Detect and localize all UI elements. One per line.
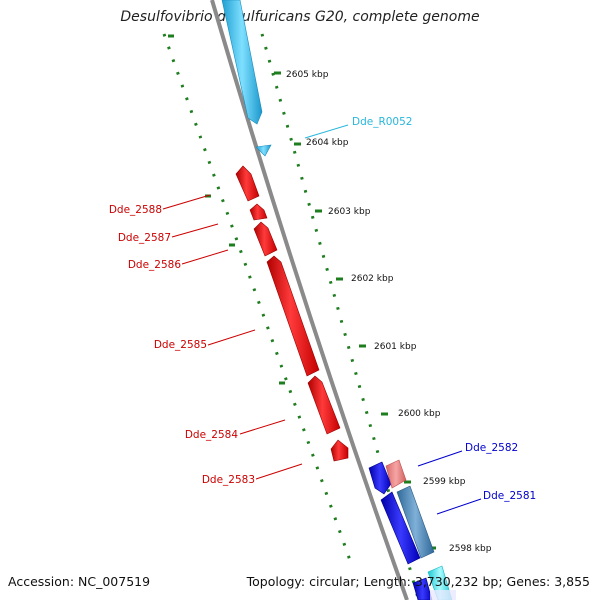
gene-arrow[interactable] — [368, 461, 392, 495]
label-leader-lines — [162, 124, 482, 515]
leader-line — [171, 223, 219, 238]
gene-arrow[interactable] — [221, 0, 263, 125]
gene-arrow[interactable] — [307, 375, 341, 435]
tick-label-2604: 2604 kbp — [306, 138, 349, 148]
gene-label-dde-r0052[interactable]: Dde_R0052 — [352, 116, 412, 128]
leader-line — [239, 419, 286, 435]
tick-label-2605: 2605 kbp — [286, 70, 329, 80]
leader-line — [162, 194, 211, 210]
tick-label-2601: 2601 kbp — [374, 342, 417, 352]
tick-label-2598: 2598 kbp — [449, 544, 492, 554]
tick-label-2603: 2603 kbp — [328, 207, 371, 217]
leader-line — [417, 450, 463, 467]
gene-arrow[interactable] — [396, 485, 435, 559]
leader-line — [181, 249, 229, 265]
gene-arrow[interactable] — [385, 459, 407, 489]
leader-line — [255, 463, 303, 480]
leader-line — [436, 498, 482, 515]
gene-arrow[interactable] — [430, 590, 456, 600]
gene-label-dde-2582[interactable]: Dde_2582 — [465, 442, 518, 454]
leader-line — [304, 124, 349, 139]
gene-arrow[interactable] — [412, 577, 433, 600]
accession-text: Accession: NC_007519 — [8, 574, 151, 589]
bottom-genes — [368, 459, 456, 600]
gene-arrow[interactable] — [255, 144, 272, 157]
gene-label-dde-2588[interactable]: Dde_2588 — [109, 204, 162, 216]
gene-arrow[interactable] — [249, 203, 268, 221]
outer-strand-genes — [221, 0, 272, 157]
gene-label-dde-2585[interactable]: Dde_2585 — [154, 339, 207, 351]
gene-label-dde-2586[interactable]: Dde_2586 — [128, 259, 182, 271]
tick-label-2600: 2600 kbp — [398, 409, 441, 419]
gene-label-dde-2583[interactable]: Dde_2583 — [202, 474, 255, 486]
leader-line — [207, 329, 256, 346]
gene-arrow[interactable] — [380, 491, 421, 565]
genome-backbone — [210, 0, 409, 600]
map-title: Desulfovibrio desulfuricans G20, complet… — [120, 9, 480, 25]
gene-arrow[interactable] — [253, 221, 278, 257]
gene-label-dde-2581[interactable]: Dde_2581 — [483, 490, 536, 502]
gene-label-dde-2587[interactable]: Dde_2587 — [118, 232, 171, 244]
gene-arrow[interactable] — [235, 165, 260, 202]
topology-info-text: Topology: circular; Length: 3,730,232 bp… — [246, 574, 590, 589]
gene-arrow[interactable] — [266, 255, 320, 377]
tick-label-2602: 2602 kbp — [351, 274, 394, 284]
gene-label-dde-2584[interactable]: Dde_2584 — [185, 429, 239, 441]
gene-labels: Dde_R0052 Dde_2588 Dde_2587 Dde_2586 Dde… — [109, 116, 536, 502]
gene-arrow[interactable] — [330, 439, 349, 462]
tick-label-2599: 2599 kbp — [423, 477, 466, 487]
inner-strand-genes — [235, 165, 349, 462]
tick-labels: 2605 kbp 2604 kbp 2603 kbp 2602 kbp 2601… — [286, 70, 492, 554]
